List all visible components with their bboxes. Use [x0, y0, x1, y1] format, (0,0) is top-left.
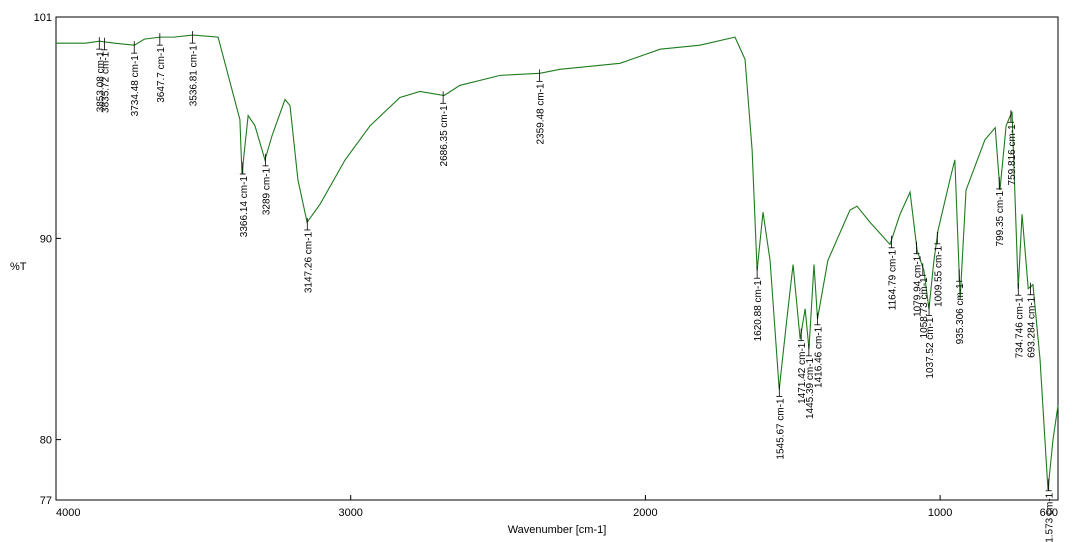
- x-tick-label: 1000: [928, 507, 952, 519]
- peak-label: 1058.73 cm-1: [919, 277, 930, 339]
- x-axis-label: Wavenumber [cm-1]: [508, 524, 607, 536]
- peak-label: 1079.94 cm-1: [913, 255, 924, 317]
- peak-label: 1471.42 cm-1: [797, 342, 808, 404]
- peak-label: 799.35 cm-1: [995, 190, 1006, 246]
- peak-label: 3647.7 cm-1: [156, 47, 167, 103]
- x-tick-label: 2000: [633, 507, 657, 519]
- y-tick-label: 101: [34, 12, 52, 24]
- peak-label: 631.573 cm-1: [1045, 492, 1056, 542]
- plot-frame: [55, 16, 1059, 501]
- peak-label: 3734.48 cm-1: [130, 55, 141, 117]
- spectrum-line: [56, 34, 1059, 490]
- y-axis-label: %T: [10, 261, 27, 273]
- peak-label: 1037.52 cm-1: [925, 317, 936, 379]
- peak-label: 935.306 cm-1: [955, 283, 966, 345]
- peak-label: 3835.72 cm-1: [100, 51, 111, 113]
- peak-label: 2686.35 cm-1: [439, 105, 450, 167]
- peak-label: 1164.79 cm-1: [888, 249, 899, 310]
- x-tick-label: 600: [1040, 507, 1058, 519]
- x-tick-label: 4000: [56, 507, 80, 519]
- y-tick-label: 80: [40, 435, 52, 447]
- peak-label: 1445.39 cm-1: [805, 357, 816, 419]
- peak-label: 1545.67 cm-1: [775, 398, 786, 460]
- peak-label: 3536.81 cm-1: [189, 45, 200, 107]
- y-tick-label: 90: [40, 233, 52, 245]
- x-tick-label: 3000: [338, 507, 362, 519]
- peak-label: 1009.55 cm-1: [933, 245, 944, 307]
- peak-label: 693.284 cm-1: [1027, 296, 1038, 358]
- y-tick-label: 77: [40, 495, 52, 507]
- peak-label: 2359.48 cm-1: [535, 83, 546, 145]
- peak-label: 3853.08 cm-1: [95, 51, 106, 113]
- peak-label: 1620.88 cm-1: [753, 280, 764, 342]
- peak-label: 759.816 cm-1: [1007, 124, 1018, 186]
- peak-label: 3289 cm-1: [262, 167, 273, 215]
- peak-label: 1416.46 cm-1: [813, 326, 824, 388]
- peak-label: 3366.14 cm-1: [239, 176, 250, 238]
- peak-label: 734.746 cm-1: [1014, 297, 1025, 359]
- peak-label: 3147.26 cm-1: [303, 232, 314, 294]
